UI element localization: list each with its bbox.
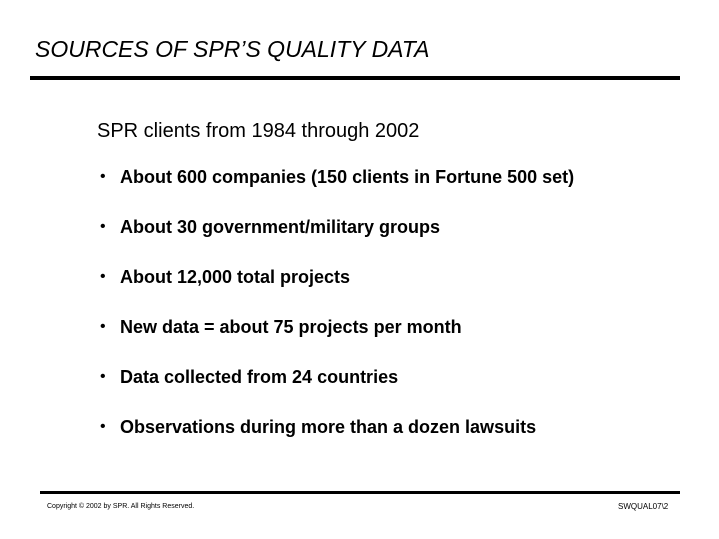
bullet-item: • About 600 companies (150 clients in Fo…	[100, 165, 574, 215]
bullet-item: • Observations during more than a dozen …	[100, 415, 574, 465]
bullet-marker: •	[100, 418, 106, 435]
slide-subheading: SPR clients from 1984 through 2002	[97, 120, 420, 142]
bullet-text-government: About 30 government/military groups	[120, 217, 441, 237]
bullet-text-new-data: New data = about 75 projects per month	[120, 317, 462, 337]
footer-slide-code: SWQUAL07\2	[618, 502, 669, 511]
bullet-item: • About 12,000 total projects	[100, 265, 574, 315]
bullet-item: • Data collected from 24 countries	[100, 365, 574, 415]
bullet-marker: •	[100, 318, 106, 335]
bullet-text-countries: Data collected from 24 countries	[120, 367, 399, 387]
bullet-list: • About 600 companies (150 clients in Fo…	[100, 165, 574, 465]
footer-copyright: Copyright © 2002 by SPR. All Rights Rese…	[47, 503, 195, 510]
bullet-item: • New data = about 75 projects per month	[100, 315, 574, 365]
bullet-text-companies: About 600 companies (150 clients in Fort…	[120, 167, 575, 187]
bullet-marker: •	[100, 268, 106, 285]
bullet-item: • About 30 government/military groups	[100, 215, 574, 265]
bullet-marker: •	[100, 368, 106, 385]
title-divider	[30, 76, 680, 80]
bullet-text-projects: About 12,000 total projects	[120, 267, 351, 287]
bullet-marker: •	[100, 168, 106, 185]
slide-title: SOURCES OF SPR’S QUALITY DATA	[35, 36, 430, 62]
bullet-text-lawsuits: Observations during more than a dozen la…	[120, 417, 537, 437]
footer-divider	[40, 491, 680, 494]
bullet-marker: •	[100, 218, 106, 235]
